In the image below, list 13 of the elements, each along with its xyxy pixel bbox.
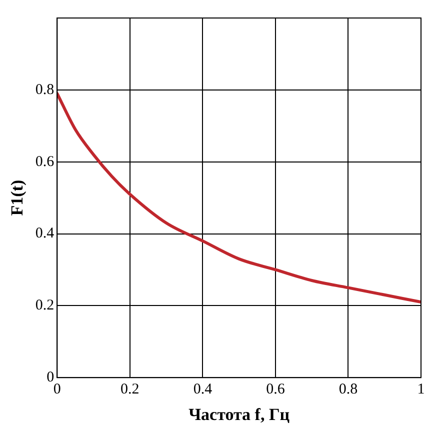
x-tick-label: 0.8 [338, 382, 358, 398]
x-axis-title: Частота f, Гц [188, 405, 290, 424]
y-tick-label: 0 [46, 370, 54, 386]
x-tick-label: 1 [417, 382, 425, 398]
y-tick-label: 0.8 [35, 82, 54, 98]
y-tick-label: 0.4 [35, 226, 55, 242]
line-series [57, 92, 421, 304]
x-tick-label: 0.2 [120, 382, 140, 398]
y-axis-title: F1(t) [8, 180, 27, 216]
x-tick-label: 0.6 [266, 382, 286, 398]
x-tick-label: 0.4 [193, 382, 213, 398]
y-tick-label: 0.2 [35, 298, 54, 314]
y-tick-label: 0.6 [35, 154, 55, 170]
